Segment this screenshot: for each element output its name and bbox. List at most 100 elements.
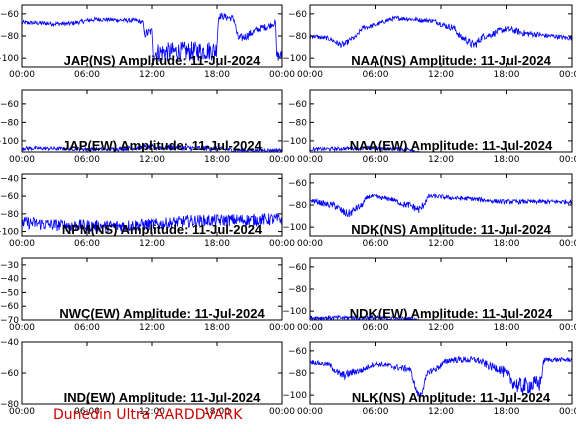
y-tick-label: −70 — [0, 316, 19, 326]
x-tick-label: 12:00 — [428, 323, 454, 333]
panel-title: JAP(EW) Amplitude: 11-Jul-2024 — [62, 138, 262, 153]
panel-jap-ew: 00:00 06:00 12:00 18:00 00:00 −60 −80 −100 JAP(E… — [0, 89, 295, 165]
x-tick-label: 06:00 — [363, 70, 389, 80]
amplitude-trace — [22, 143, 282, 152]
x-tick-label: 06:00 — [74, 323, 100, 333]
x-tick-label: 18:00 — [204, 155, 230, 165]
panel-title: NAA(EW) Amplitude: 11-Jul-2024 — [350, 138, 553, 153]
y-tick-label: −30 — [0, 261, 19, 271]
y-tick-label: −80 — [288, 201, 307, 211]
x-tick-label: 00:00 — [269, 70, 295, 80]
x-tick-label: 00:00 — [297, 407, 323, 417]
y-tick-label: −80 — [0, 400, 19, 410]
amplitude-trace — [310, 145, 419, 152]
panel-naa-ns: 00:00 06:00 12:00 18:00 00:00 −60 −80 −100 NAA(N… — [282, 4, 576, 80]
panel-npm-ns: 00:00 06:00 12:00 18:00 00:00 −40 −60 −80 −100 NP… — [0, 173, 295, 249]
x-tick-label: 00:00 — [559, 323, 576, 333]
x-tick-label: 00:00 — [269, 155, 295, 165]
panel-title: JAP(NS) Amplitude: 11-Jul-2024 — [64, 53, 262, 68]
panel-title: NPM(NS) Amplitude: 11-Jul-2024 — [62, 222, 263, 237]
x-tick-label: 12:00 — [428, 155, 454, 165]
y-tick-label: −60 — [0, 369, 19, 379]
y-tick-label: −60 — [0, 10, 19, 20]
x-tick-label: 00:00 — [9, 407, 35, 417]
y-tick-label: −80 — [288, 118, 307, 128]
y-tick-label: −100 — [282, 391, 307, 401]
x-tick-label: 06:00 — [363, 323, 389, 333]
amplitude-trace — [310, 314, 419, 320]
x-tick-label: 00:00 — [269, 239, 295, 249]
x-tick-label: 18:00 — [494, 155, 520, 165]
panel-ind-ew: 00:00 06:00 12:00 18:00 00:00 −40 −60 −80 IND(EW… — [0, 338, 295, 417]
x-tick-label: 06:00 — [74, 70, 100, 80]
y-tick-label: −60 — [0, 192, 19, 202]
y-tick-label: −60 — [0, 302, 19, 312]
panel-jap-ns: 00:00 06:00 12:00 18:00 00:00 −60 −80 −100 JAP(N… — [0, 4, 295, 80]
x-tick-label: 12:00 — [428, 407, 454, 417]
x-tick-label: 06:00 — [74, 239, 100, 249]
amplitude-trace — [22, 12, 282, 62]
y-tick-label: −60 — [288, 100, 307, 110]
y-tick-label: −60 — [288, 347, 307, 357]
amplitude-trace — [310, 15, 572, 49]
x-tick-label: 12:00 — [139, 239, 165, 249]
y-tick-label: −80 — [0, 210, 19, 220]
x-tick-label: 12:00 — [428, 70, 454, 80]
x-tick-label: 18:00 — [204, 239, 230, 249]
x-tick-label: 00:00 — [297, 323, 323, 333]
x-tick-label: 18:00 — [204, 407, 230, 417]
y-tick-label: −100 — [282, 307, 307, 317]
x-tick-label: 18:00 — [494, 323, 520, 333]
x-tick-label: 18:00 — [204, 70, 230, 80]
x-tick-label: 18:00 — [494, 407, 520, 417]
y-tick-label: −60 — [0, 100, 19, 110]
x-tick-label: 12:00 — [139, 323, 165, 333]
x-tick-label: 18:00 — [494, 239, 520, 249]
x-tick-label: 00:00 — [559, 239, 576, 249]
x-tick-label: 00:00 — [9, 323, 35, 333]
x-tick-label: 00:00 — [9, 155, 35, 165]
y-tick-label: −100 — [282, 223, 307, 233]
x-tick-label: 00:00 — [269, 323, 295, 333]
y-tick-label: −100 — [0, 54, 19, 64]
x-tick-label: 00:00 — [559, 407, 576, 417]
panel-title: NLK(NS) Amplitude: 11-Jul-2024 — [352, 390, 551, 405]
panel-title: NAA(NS) Amplitude: 11-Jul-2024 — [351, 53, 551, 68]
x-tick-label: 18:00 — [204, 323, 230, 333]
x-tick-label: 00:00 — [297, 70, 323, 80]
y-tick-label: −50 — [0, 288, 19, 298]
x-tick-label: 06:00 — [363, 239, 389, 249]
credit-label: Dunedin Ultra AARDDVARK — [53, 407, 243, 423]
y-tick-label: −100 — [0, 228, 19, 238]
x-tick-label: 00:00 — [297, 155, 323, 165]
y-tick-label: −60 — [288, 10, 307, 20]
y-tick-label: −100 — [0, 137, 19, 147]
panel-title: NDK(NS) Amplitude: 11-Jul-2024 — [351, 222, 551, 237]
panel-ndk-ew: 00:00 06:00 12:00 18:00 00:00 −60 −80 −100 NDK(E… — [282, 257, 576, 333]
panel-title: IND(EW) Amplitude: 11-Jul-2024 — [64, 390, 261, 405]
x-tick-label: 00:00 — [269, 407, 295, 417]
y-tick-label: −80 — [288, 285, 307, 295]
amplitude-trace — [310, 355, 572, 397]
y-tick-label: −80 — [0, 118, 19, 128]
y-tick-label: −80 — [288, 32, 307, 42]
amplitude-trace — [22, 213, 282, 233]
x-tick-label: 00:00 — [559, 70, 576, 80]
y-tick-label: −80 — [0, 32, 19, 42]
x-tick-label: 18:00 — [494, 70, 520, 80]
y-tick-label: −60 — [288, 179, 307, 189]
x-tick-label: 12:00 — [139, 407, 165, 417]
x-tick-label: 06:00 — [74, 407, 100, 417]
panel-naa-ew: 00:00 06:00 12:00 18:00 00:00 −60 −80 −100 NAA(E… — [282, 89, 576, 165]
panel-ndk-ns: 00:00 06:00 12:00 18:00 00:00 −60 −80 −100 NDK(N… — [282, 173, 576, 249]
panel-nwc-ew: 00:00 06:00 12:00 18:00 00:00 −30 −40 −50 −60 −70… — [0, 257, 295, 333]
y-tick-label: −40 — [0, 275, 19, 285]
x-tick-label: 00:00 — [559, 155, 576, 165]
panel-title: NWC(EW) Amplitude: 11-Jul-2024 — [59, 306, 265, 321]
panel-title: NDK(EW) Amplitude: 11-Jul-2024 — [350, 306, 553, 321]
x-tick-label: 00:00 — [297, 239, 323, 249]
y-tick-label: −100 — [282, 137, 307, 147]
x-tick-label: 00:00 — [9, 239, 35, 249]
x-tick-label: 06:00 — [363, 407, 389, 417]
